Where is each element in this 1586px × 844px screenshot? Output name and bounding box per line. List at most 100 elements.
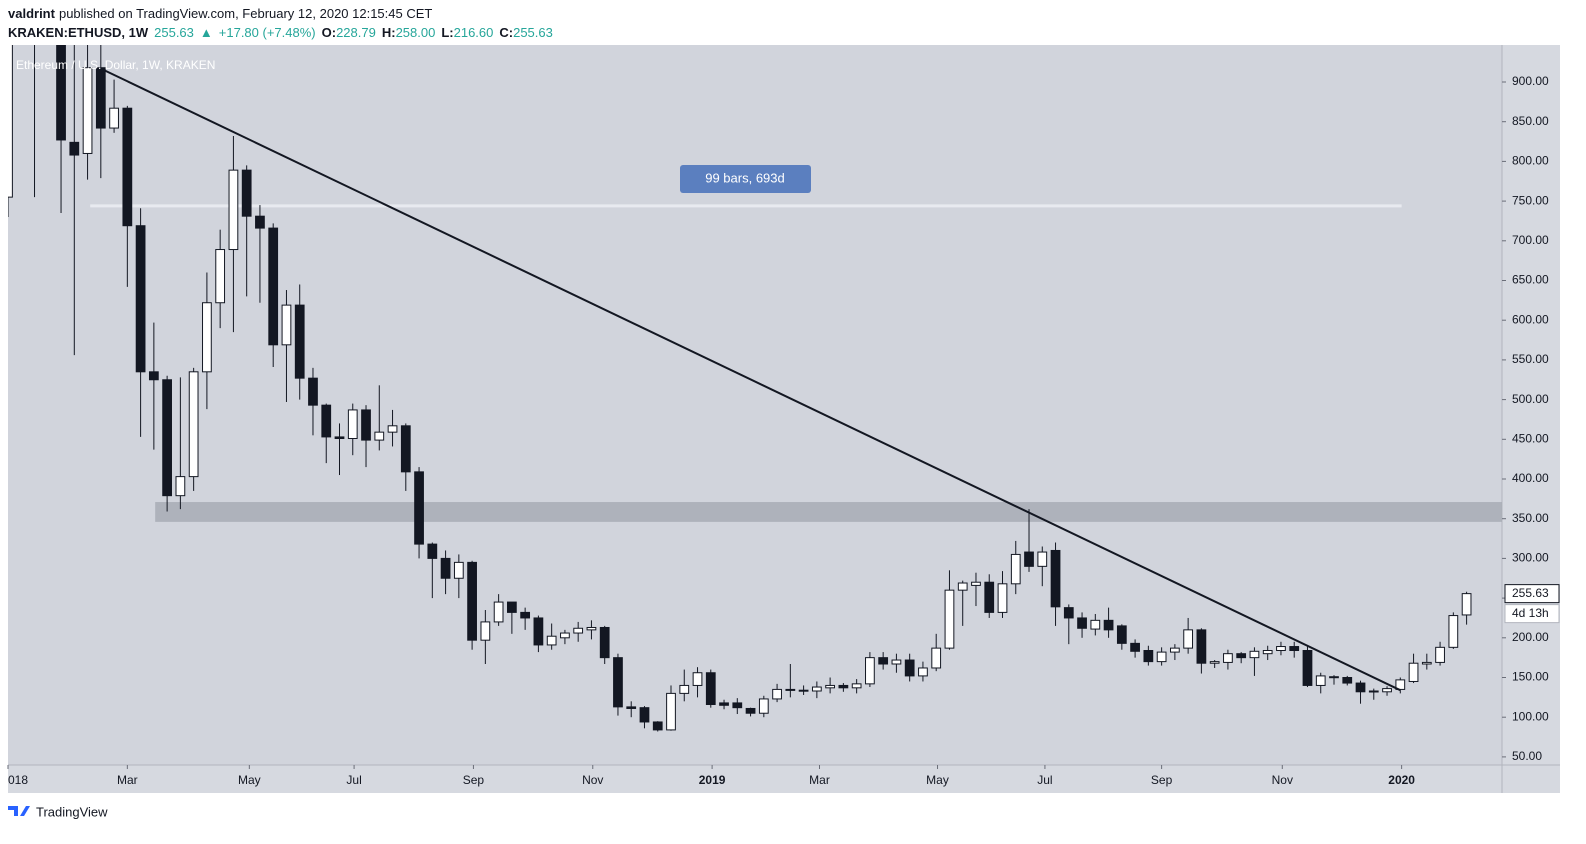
- x-tick-label: May: [926, 773, 949, 787]
- header-text: 255.63: [154, 25, 194, 40]
- annotation-text: 99 bars, 693d: [705, 170, 785, 185]
- y-tick-label: 450.00: [1512, 431, 1549, 445]
- candle-body: [573, 627, 584, 634]
- candle-body: [785, 688, 796, 691]
- candle-body: [255, 215, 265, 229]
- candle-body: [95, 67, 106, 129]
- candle-body: [1183, 629, 1194, 649]
- footer-brand: TradingView: [36, 804, 108, 819]
- candle-body: [1355, 682, 1366, 693]
- candle-body: [493, 601, 504, 623]
- candle-body: [626, 706, 637, 709]
- candle-body: [334, 436, 345, 440]
- candle-body: [971, 581, 981, 586]
- candle-body: [758, 698, 769, 714]
- candle-body: [8, 45, 13, 198]
- candle-body: [1249, 650, 1260, 659]
- candle-body: [745, 707, 756, 714]
- candle-body: [148, 371, 159, 381]
- y-tick-label: 200.00: [1512, 630, 1549, 644]
- ohlc-value: 258.00: [395, 25, 436, 40]
- candle-body: [520, 611, 531, 619]
- candle-body: [533, 617, 544, 646]
- candle-body: [374, 431, 385, 441]
- y-tick-label: 150.00: [1512, 670, 1549, 684]
- candle-body: [1342, 677, 1353, 684]
- candle-body: [82, 67, 93, 154]
- x-tick-label: 2019: [699, 773, 726, 787]
- candle-body: [1368, 690, 1379, 693]
- candle-body: [1156, 651, 1167, 663]
- ohlc-label: H:: [381, 25, 396, 40]
- y-tick-label: 50.00: [1512, 749, 1542, 763]
- candle-body: [241, 169, 252, 217]
- plot-area: [8, 45, 1502, 765]
- candle-body: [838, 684, 849, 689]
- candle-body: [891, 659, 902, 665]
- y-tick-label: 850.00: [1512, 114, 1549, 128]
- x-tick-label: Sep: [463, 773, 485, 787]
- countdown-label: 4d 13h: [1512, 606, 1549, 620]
- candle-body: [1435, 646, 1445, 663]
- y-tick-label: 750.00: [1512, 193, 1549, 207]
- candle-body: [1050, 549, 1061, 608]
- candle-body: [1024, 551, 1034, 567]
- x-tick-label: Mar: [117, 773, 138, 787]
- candle-body: [215, 249, 226, 304]
- candle-body: [281, 304, 292, 346]
- candle-body: [666, 692, 676, 731]
- y-tick-label: 350.00: [1512, 511, 1549, 525]
- candle-body: [122, 107, 133, 227]
- y-tick-label: 600.00: [1512, 312, 1549, 326]
- resistance-zone: [155, 502, 1502, 522]
- y-tick-label: 650.00: [1512, 273, 1549, 287]
- candle-body: [109, 107, 119, 129]
- candle-body: [135, 225, 146, 373]
- candle-body: [798, 689, 809, 692]
- y-tick-label: 300.00: [1512, 551, 1549, 565]
- header-text: KRAKEN:ETHUSD, 1W: [8, 25, 149, 40]
- candle-body: [188, 371, 199, 478]
- candle-body: [69, 141, 80, 156]
- header-text: valdrint: [8, 6, 55, 21]
- x-tick-label: Jul: [346, 773, 361, 787]
- y-tick-label: 500.00: [1512, 392, 1549, 406]
- candle-body: [719, 702, 729, 706]
- candle-body: [865, 657, 875, 685]
- ohlc-label: C:: [499, 25, 514, 40]
- candle-body: [1461, 593, 1472, 616]
- candle-body: [1010, 553, 1021, 585]
- candle-body: [1315, 675, 1326, 686]
- ohlc-label: L:: [441, 25, 454, 40]
- candle-body: [400, 425, 411, 473]
- candle-body: [1302, 650, 1313, 686]
- last-price-box: [1504, 584, 1560, 604]
- header-text: +17.80 (+7.48%): [218, 25, 316, 40]
- plot: [8, 45, 1502, 732]
- candle-body: [480, 621, 491, 641]
- candle-body: [308, 377, 318, 406]
- candle-body: [705, 672, 716, 705]
- candle-body: [1077, 617, 1087, 629]
- x-tick-label: Sep: [1151, 773, 1173, 787]
- countdown-box: [1504, 604, 1560, 624]
- candle-body: [772, 688, 782, 700]
- candle-body: [1143, 650, 1154, 663]
- y-tick-label: 100.00: [1512, 709, 1549, 723]
- candle-body: [957, 582, 968, 591]
- publish-line: valdrint published on TradingView.com, Fe…: [8, 6, 432, 21]
- candle-body: [1196, 629, 1207, 664]
- candle-body: [732, 702, 743, 709]
- candle-body: [427, 543, 438, 559]
- candle-body: [1421, 661, 1432, 665]
- y-tick-label: 700.00: [1512, 233, 1549, 247]
- symbol-line: KRAKEN:ETHUSD, 1W 255.63 ▲ +17.80 (+7.48%) O…: [8, 25, 553, 40]
- candle-body: [1448, 615, 1459, 648]
- candle-body: [1130, 642, 1140, 652]
- candle-body: [228, 169, 239, 251]
- trendline: [103, 69, 1401, 692]
- candle-body: [1223, 653, 1233, 663]
- candle-body: [984, 581, 995, 613]
